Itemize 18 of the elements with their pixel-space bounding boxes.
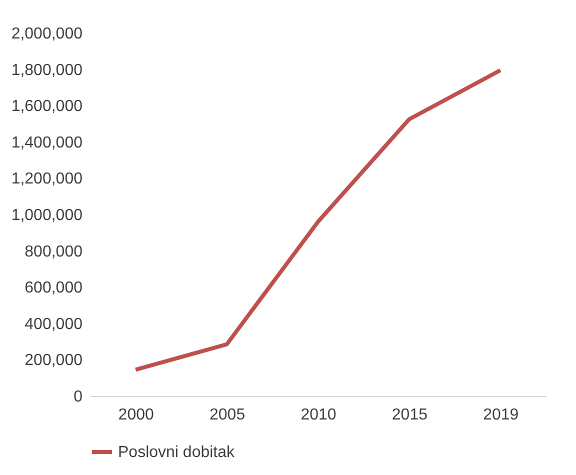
x-tick-label: 2000 xyxy=(118,406,154,424)
y-tick-label: 200,000 xyxy=(24,352,83,370)
y-tick-label: 800,000 xyxy=(24,243,83,260)
y-tick-label: 1,600,000 xyxy=(11,98,83,116)
y-tick-label: 1,400,000 xyxy=(11,134,83,152)
x-tick-label: 2015 xyxy=(392,406,428,424)
y-tick-label: 400,000 xyxy=(24,316,83,333)
y-tick-label: 1,200,000 xyxy=(11,170,83,188)
x-tick-label: 2005 xyxy=(210,406,246,424)
legend-label: Poslovni dobitak xyxy=(118,444,236,461)
y-tick-label: 1,000,000 xyxy=(11,207,83,224)
x-tick-label: 2010 xyxy=(300,406,336,424)
y-tick-label: 0 xyxy=(74,388,83,406)
y-tick-label: 1,800,000 xyxy=(11,62,83,79)
line-series xyxy=(134,68,502,372)
x-tick-label: 2019 xyxy=(483,406,519,424)
y-tick-label: 2,000,000 xyxy=(11,26,83,42)
y-tick-label: 600,000 xyxy=(24,280,83,297)
